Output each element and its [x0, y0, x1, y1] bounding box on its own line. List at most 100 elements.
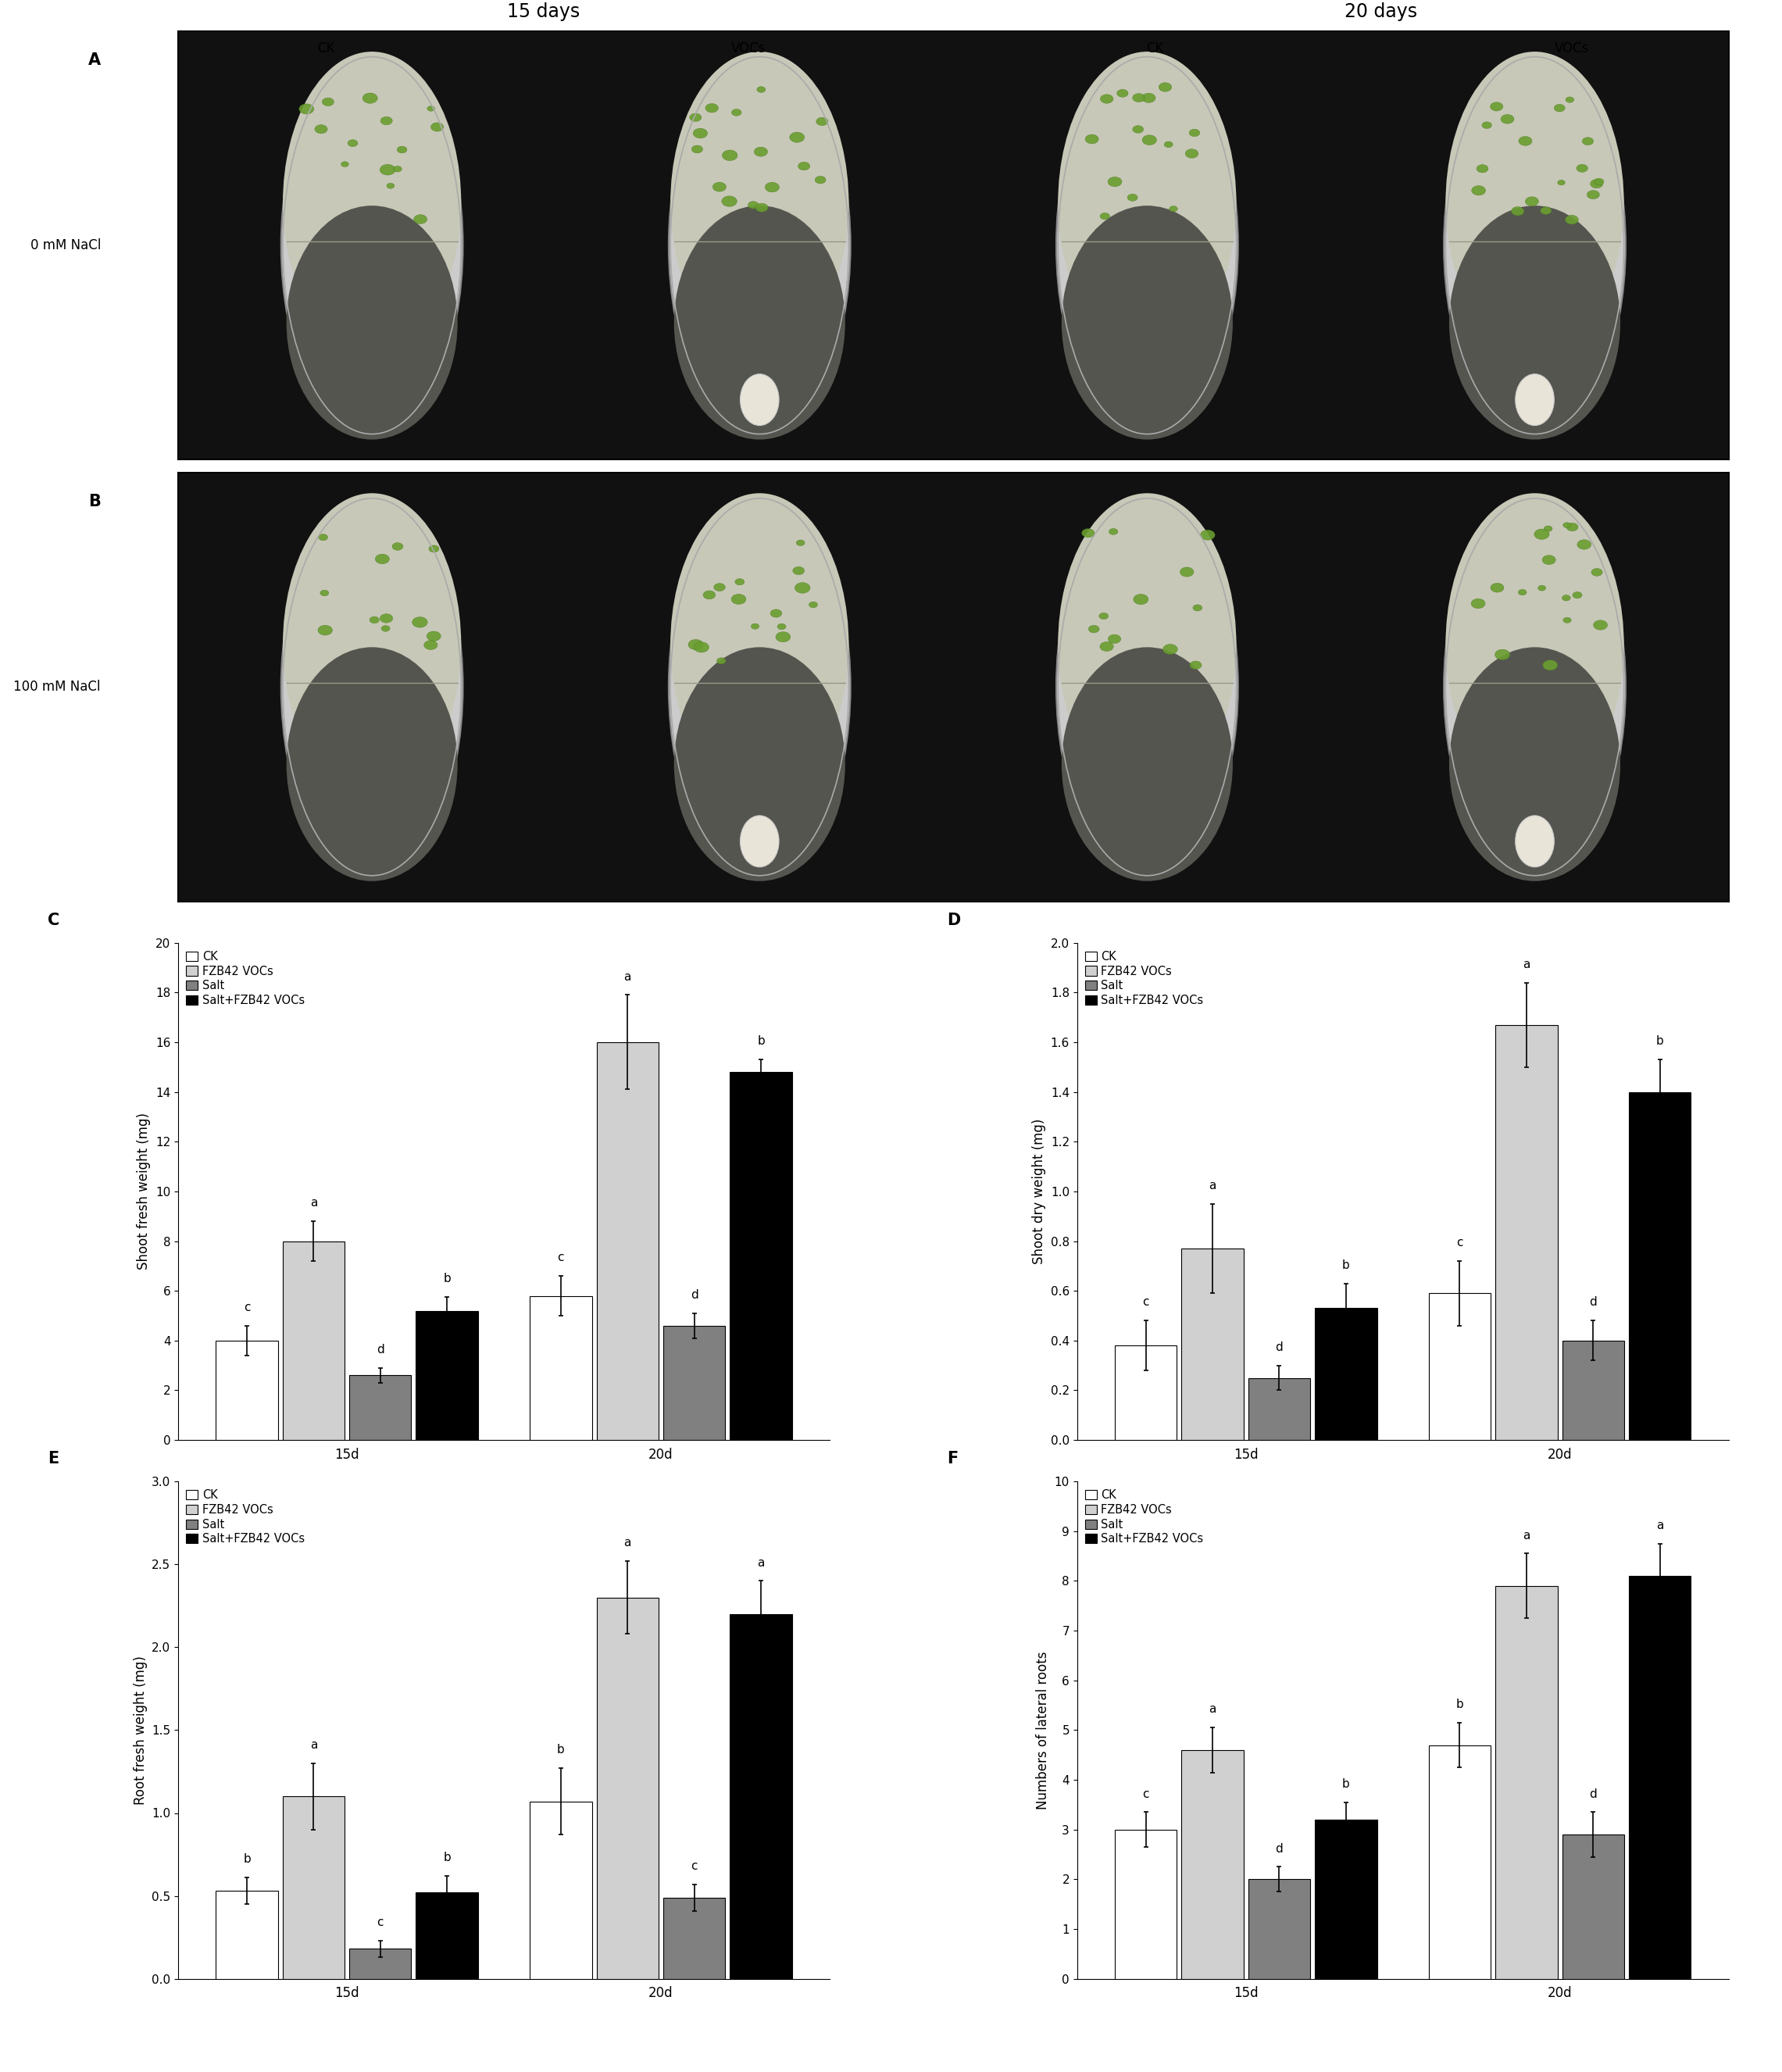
Ellipse shape	[1566, 97, 1574, 104]
Ellipse shape	[283, 52, 462, 354]
Ellipse shape	[426, 632, 440, 640]
Text: VOCs: VOCs	[1554, 41, 1590, 56]
Ellipse shape	[793, 568, 804, 574]
Y-axis label: Root fresh weight (mg): Root fresh weight (mg)	[134, 1656, 148, 1805]
Bar	[1495, 1585, 1557, 1979]
Text: CK: CK	[1146, 41, 1164, 56]
Ellipse shape	[1443, 54, 1625, 437]
Ellipse shape	[1133, 93, 1146, 102]
Legend: CK, FZB42 VOCs, Salt, Salt+FZB42 VOCs: CK, FZB42 VOCs, Salt, Salt+FZB42 VOCs	[184, 1488, 307, 1548]
Ellipse shape	[1192, 605, 1203, 611]
Ellipse shape	[688, 640, 704, 651]
Ellipse shape	[381, 626, 390, 632]
Ellipse shape	[1108, 528, 1117, 535]
Ellipse shape	[668, 54, 850, 437]
Ellipse shape	[1515, 816, 1554, 866]
Ellipse shape	[283, 493, 462, 796]
Ellipse shape	[722, 197, 738, 207]
Bar	[1429, 1745, 1492, 1979]
Bar	[1247, 1879, 1310, 1979]
Bar	[349, 1376, 412, 1440]
Ellipse shape	[777, 624, 786, 630]
Text: b: b	[558, 1745, 565, 1755]
Ellipse shape	[713, 182, 725, 191]
Text: a: a	[624, 1537, 631, 1548]
Ellipse shape	[387, 182, 394, 189]
Ellipse shape	[428, 106, 435, 112]
Ellipse shape	[731, 595, 747, 605]
Ellipse shape	[1557, 180, 1565, 184]
Legend: CK, FZB42 VOCs, Salt, Salt+FZB42 VOCs: CK, FZB42 VOCs, Salt, Salt+FZB42 VOCs	[1083, 949, 1206, 1009]
Ellipse shape	[1534, 528, 1549, 539]
Bar	[1315, 1819, 1377, 1979]
Text: c: c	[1142, 1788, 1149, 1801]
Ellipse shape	[750, 624, 759, 630]
Text: b: b	[242, 1854, 251, 1865]
Ellipse shape	[1099, 95, 1114, 104]
Ellipse shape	[362, 93, 378, 104]
Text: a: a	[1524, 1529, 1531, 1542]
Ellipse shape	[321, 591, 328, 597]
Text: d: d	[1590, 1788, 1597, 1801]
Ellipse shape	[287, 646, 458, 881]
Ellipse shape	[674, 205, 845, 439]
Ellipse shape	[323, 97, 333, 106]
Ellipse shape	[1563, 595, 1570, 601]
Ellipse shape	[670, 493, 848, 796]
Text: C: C	[48, 912, 61, 928]
Ellipse shape	[1059, 52, 1237, 354]
Ellipse shape	[394, 166, 401, 172]
Bar	[216, 1892, 278, 1979]
Ellipse shape	[413, 215, 428, 224]
Text: a: a	[1208, 1179, 1215, 1191]
Ellipse shape	[795, 582, 811, 593]
Ellipse shape	[429, 545, 438, 553]
Ellipse shape	[412, 617, 428, 628]
Ellipse shape	[690, 114, 702, 122]
Ellipse shape	[424, 640, 437, 651]
Ellipse shape	[1518, 588, 1527, 595]
Ellipse shape	[282, 495, 463, 879]
Ellipse shape	[347, 139, 358, 147]
Text: A: A	[87, 52, 102, 68]
Bar	[731, 1071, 791, 1440]
Bar	[1495, 1026, 1557, 1440]
Ellipse shape	[1062, 646, 1233, 881]
Ellipse shape	[1577, 539, 1591, 549]
Text: b: b	[444, 1852, 451, 1863]
Bar	[283, 1796, 344, 1979]
Ellipse shape	[1538, 586, 1545, 591]
Ellipse shape	[1445, 52, 1623, 354]
Ellipse shape	[1554, 104, 1565, 112]
Ellipse shape	[1164, 141, 1173, 147]
Text: c: c	[558, 1251, 565, 1264]
Text: c: c	[1456, 1237, 1463, 1249]
Ellipse shape	[1099, 613, 1108, 620]
Ellipse shape	[299, 104, 314, 114]
Ellipse shape	[369, 617, 380, 624]
Text: a: a	[1655, 1519, 1664, 1531]
Ellipse shape	[1189, 128, 1199, 137]
Ellipse shape	[1062, 205, 1233, 439]
Bar	[349, 1950, 412, 1979]
Text: b: b	[1655, 1036, 1664, 1046]
Ellipse shape	[674, 646, 845, 881]
Bar	[1563, 1341, 1623, 1440]
Bar	[1181, 1751, 1244, 1979]
Ellipse shape	[1089, 626, 1099, 632]
Ellipse shape	[668, 495, 850, 879]
Ellipse shape	[716, 657, 725, 663]
Ellipse shape	[1449, 205, 1620, 439]
Bar	[529, 1801, 592, 1979]
Ellipse shape	[1445, 493, 1623, 796]
Text: c: c	[1142, 1297, 1149, 1307]
Ellipse shape	[809, 601, 818, 607]
Text: 20 days: 20 days	[1345, 2, 1417, 21]
Text: 100 mM NaCl: 100 mM NaCl	[14, 680, 102, 694]
Bar	[1116, 1830, 1176, 1979]
Text: a: a	[310, 1198, 317, 1208]
Bar	[663, 1326, 725, 1440]
Ellipse shape	[1128, 195, 1137, 201]
Text: b: b	[757, 1036, 764, 1046]
Ellipse shape	[1543, 661, 1557, 669]
